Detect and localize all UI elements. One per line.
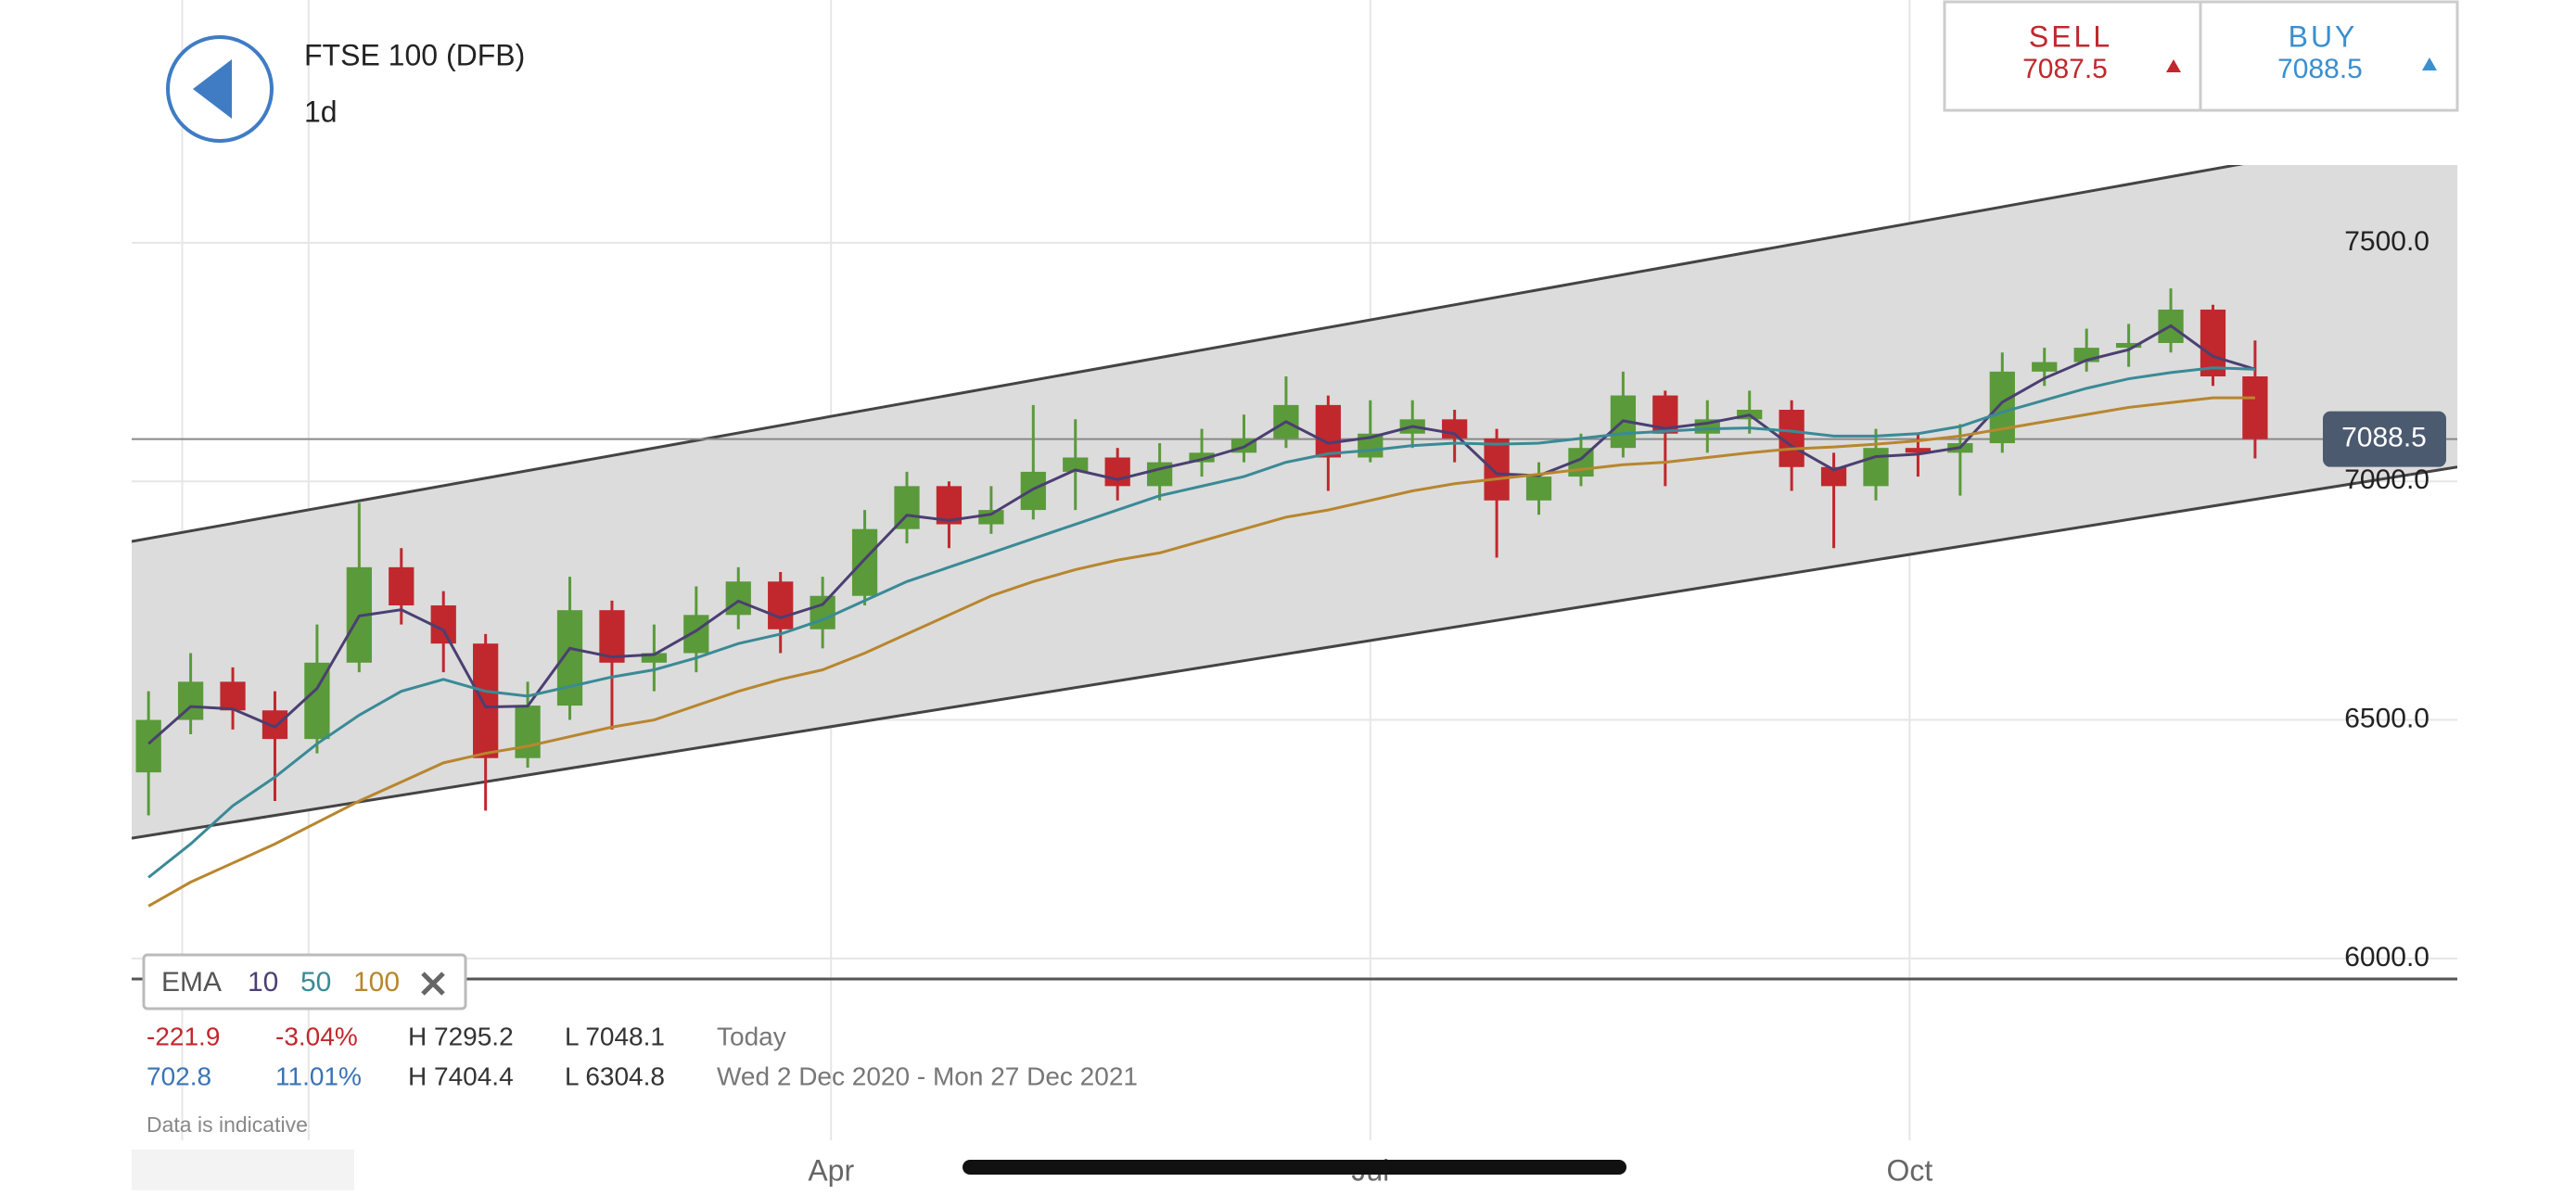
stats: -221.9 -3.04% H 7295.2 L 7048.1 Today 70… xyxy=(147,1022,1138,1137)
stat-period: Today xyxy=(717,1022,786,1050)
buy-price[interactable]: 7088.5 xyxy=(2277,54,2363,84)
candle-body xyxy=(1905,448,1932,453)
plot-area xyxy=(132,165,2457,908)
legend-box[interactable] xyxy=(142,953,467,1011)
candle-body xyxy=(220,681,246,711)
candle-body xyxy=(894,486,920,529)
candle-body xyxy=(768,581,794,629)
candle-body xyxy=(1989,371,2015,444)
candle-body xyxy=(1104,457,1130,487)
candle-body xyxy=(1484,438,1510,501)
buy-arrow xyxy=(2422,57,2437,70)
sell-button[interactable]: SELL 7087.5 xyxy=(1943,0,2202,112)
price-tag xyxy=(2323,411,2446,467)
legend-entry: 50 xyxy=(300,967,331,998)
channel-line xyxy=(132,165,2244,543)
candle-body xyxy=(1820,466,1847,487)
y-tick-label: 7500.0 xyxy=(2344,226,2429,257)
candle-body xyxy=(389,566,414,606)
buy-box[interactable] xyxy=(2199,0,2459,112)
candle-body xyxy=(2032,362,2058,372)
legend-entry: 100 xyxy=(353,967,400,998)
y-tick-label: 6500.0 xyxy=(2344,703,2429,733)
candle-body xyxy=(1189,452,1215,463)
candle-body xyxy=(2200,309,2226,376)
year-strip xyxy=(132,1150,354,1190)
candle-body xyxy=(683,615,709,654)
back-button[interactable] xyxy=(166,35,274,143)
candle-body xyxy=(1020,471,1046,511)
candle-body xyxy=(473,643,499,758)
interval: 1d xyxy=(304,95,338,128)
sell-price[interactable]: 7087.5 xyxy=(2022,54,2108,84)
stat-low: L 7048.1 xyxy=(565,1022,665,1050)
legend-close[interactable] xyxy=(421,972,445,996)
candle-body xyxy=(556,610,583,706)
ema-line xyxy=(147,396,2255,908)
home-indicator[interactable] xyxy=(963,1160,1626,1175)
x-tick-label: Apr xyxy=(808,1153,854,1187)
candle-body xyxy=(430,605,456,644)
legend-entry: 10 xyxy=(248,967,278,998)
candle-body xyxy=(2242,375,2268,439)
channel-line xyxy=(132,465,2457,840)
stat-low: L 6304.8 xyxy=(565,1062,665,1090)
y-tick-label: 6000.0 xyxy=(2344,942,2429,973)
buy-label[interactable]: BUY xyxy=(2289,19,2358,53)
back-arrow[interactable] xyxy=(193,59,232,119)
candle-body xyxy=(810,595,835,629)
stat-high: H 7295.2 xyxy=(408,1022,514,1050)
sell-label[interactable]: SELL xyxy=(2029,19,2112,53)
buy-button[interactable]: BUY 7088.5 xyxy=(2199,0,2459,112)
candle-body xyxy=(978,510,1004,525)
candle-body xyxy=(135,719,161,773)
stat-period: Wed 2 Dec 2020 - Mon 27 Dec 2021 xyxy=(717,1062,1138,1090)
legend-title: EMA xyxy=(161,967,222,998)
candle-body xyxy=(641,653,668,663)
instrument-title: FTSE 100 (DFB) xyxy=(304,38,525,71)
candle-body xyxy=(2115,342,2142,349)
stat-percent: 11.01% xyxy=(275,1062,362,1090)
ema-line xyxy=(147,366,2255,879)
price-tag-label: 7088.5 xyxy=(2341,423,2427,453)
stat-high: H 7404.4 xyxy=(408,1062,514,1090)
ema-line xyxy=(147,324,2256,745)
disclaimer: Data is indicative xyxy=(147,1112,308,1137)
x-tick-label: Oct xyxy=(1886,1153,1932,1187)
stat-percent: -3.04% xyxy=(275,1022,358,1050)
sell-box[interactable] xyxy=(1943,0,2202,112)
sell-arrow xyxy=(2166,59,2181,72)
candle-body xyxy=(1863,448,1889,487)
candle-body xyxy=(851,528,878,596)
legend[interactable]: EMA 10 50 100 xyxy=(142,953,467,1011)
y-tick-label: 7000.0 xyxy=(2344,464,2429,495)
channel-fill xyxy=(132,165,2457,839)
candle-body xyxy=(1525,477,1552,501)
stat-change: 702.8 xyxy=(147,1062,211,1090)
candle-body xyxy=(725,581,751,616)
candle-body xyxy=(515,706,541,758)
candle-body xyxy=(1063,457,1089,472)
candle-body xyxy=(1315,404,1341,458)
stat-change: -221.9 xyxy=(147,1022,220,1050)
